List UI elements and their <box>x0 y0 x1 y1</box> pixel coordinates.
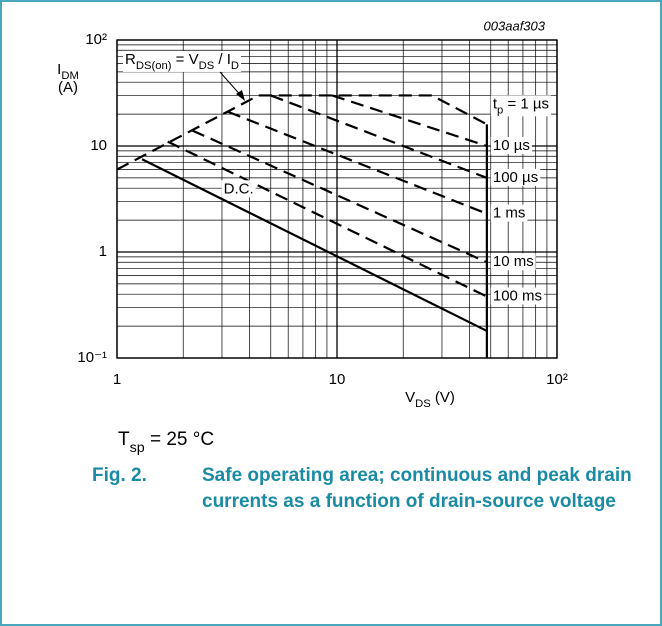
series-label-group: 10 ms <box>490 253 536 271</box>
x-tick-label: 10² <box>546 371 568 388</box>
series-label: RDS(on) = VDS / ID <box>125 51 239 72</box>
series-label-group: 10 µs <box>490 136 532 154</box>
label-background <box>490 287 545 305</box>
y-tick-label: 10⁻¹ <box>77 349 107 366</box>
caption-line: Safe operating area; continuous and peak… <box>202 465 632 486</box>
y-tick-label: 1 <box>99 243 107 260</box>
series-label: D.C. <box>224 180 254 197</box>
caption-number: Fig. 2. <box>92 465 147 486</box>
series-label: 100 ms <box>493 288 542 305</box>
series-line <box>116 94 488 171</box>
plot-border <box>116 39 558 359</box>
x-tick-label: 10 <box>329 371 346 388</box>
condition: Tsp = 25 °C <box>118 429 214 456</box>
y-tick-label: 10 <box>90 137 107 154</box>
label-background <box>221 180 256 198</box>
x-tick-label: 1 <box>113 371 121 388</box>
series-line <box>227 110 488 215</box>
label-background <box>490 136 532 154</box>
y-tick-label: 10² <box>85 31 107 48</box>
y-axis-label: IDM <box>57 61 79 82</box>
series-label-group: RDS(on) = VDS / ID <box>123 50 242 72</box>
annotation-arrowhead <box>236 90 245 101</box>
series-label: tp = 1 µs <box>493 95 549 116</box>
label-background <box>490 204 528 222</box>
figure-id: 003aaf303 <box>484 18 546 33</box>
label-background <box>490 95 552 117</box>
series-label: 1 ms <box>493 205 526 222</box>
series-label-group: tp = 1 µs <box>490 95 552 117</box>
series-label-group: 100 µs <box>490 168 541 186</box>
series-label-group: D.C. <box>221 180 256 198</box>
y-axis-unit: (A) <box>58 79 78 96</box>
series-line <box>191 129 488 264</box>
series-label-group: 100 ms <box>490 287 545 305</box>
series-line <box>167 140 488 298</box>
series-label: 10 µs <box>493 137 530 154</box>
series-label-group: 1 ms <box>490 204 528 222</box>
series-line <box>331 94 488 148</box>
label-background <box>123 50 242 72</box>
caption-line: currents as a function of drain-source v… <box>202 491 616 512</box>
series-line <box>141 158 488 332</box>
series-line <box>270 94 488 179</box>
label-background <box>490 168 541 186</box>
label-background <box>490 253 536 271</box>
series-label: 10 ms <box>493 253 534 270</box>
x-axis-label: VDS (V) <box>405 389 455 410</box>
series-label: 100 µs <box>493 169 538 186</box>
